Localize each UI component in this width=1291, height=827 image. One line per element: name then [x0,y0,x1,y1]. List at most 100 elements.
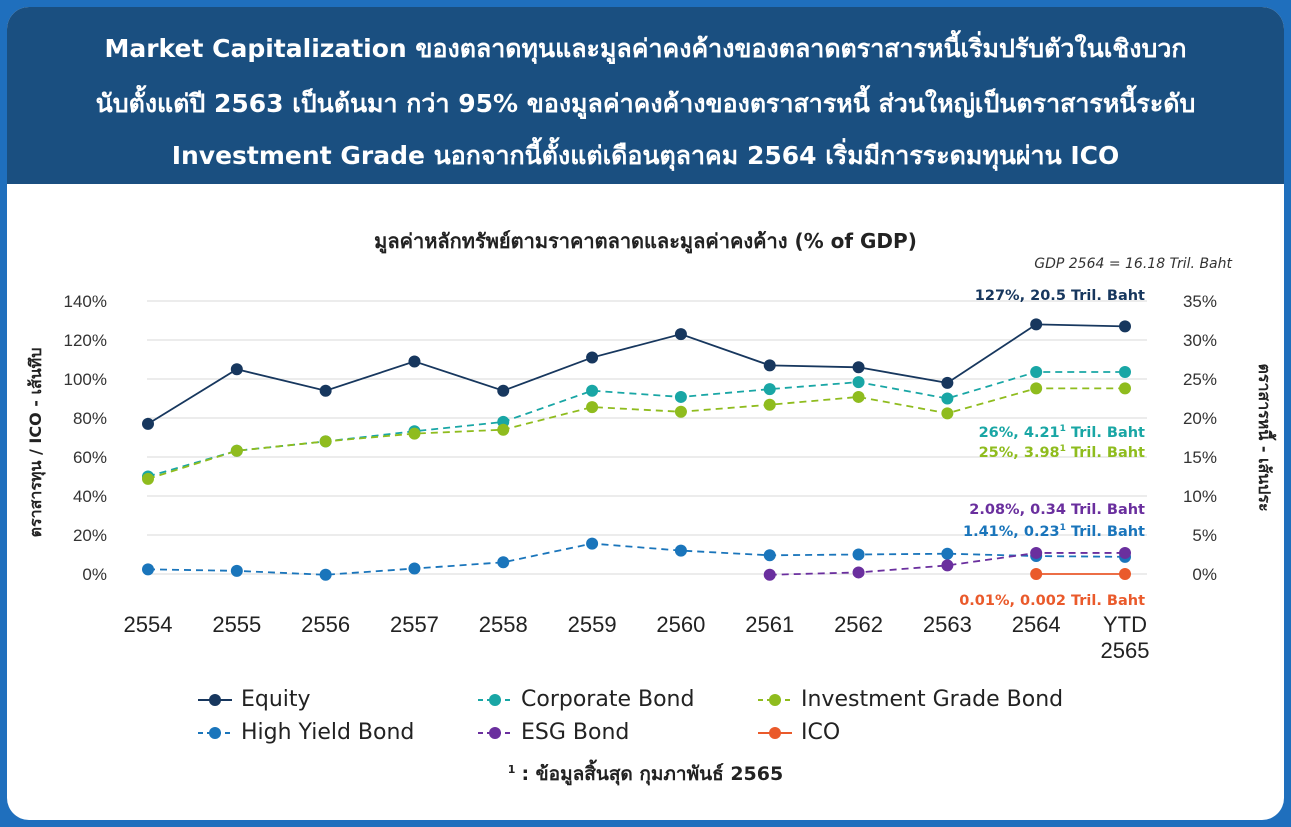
x-tick-label: 2556 [301,612,350,637]
annotation-label: 1.41%, 0.231 Tril. Baht [963,523,1145,540]
legend-item-investment-grade-bond: Investment Grade Bond [757,687,1063,712]
legend-item-corporate-bond: Corporate Bond [477,687,694,712]
legend-label: Investment Grade Bond [801,687,1064,712]
legend-label: ESG Bond [521,720,630,745]
data-point-investment-grade-bond [941,407,954,420]
left-tick-label: 40% [73,487,107,506]
left-tick-label: 80% [73,409,107,428]
data-point-investment-grade-bond [674,405,687,418]
left-tick-label: 20% [73,526,107,545]
legend-item-esg-bond: ESG Bond [477,720,629,745]
chart-card: Market Capitalization ของตลาดทุนและมูลค่… [7,7,1284,820]
data-point-corporate-bond [586,384,599,397]
data-point-equity [941,376,954,389]
right-tick-label: 20% [1183,409,1217,428]
legend-swatch [198,693,232,706]
data-point-high-yield-bond [497,556,510,569]
legend-swatch [758,726,792,739]
legend-swatch [758,693,792,706]
data-point-equity [497,384,510,397]
legend-item-ico: ICO [757,720,840,745]
annotation-label: 127%, 20.5 Tril. Baht [975,288,1145,304]
left-tick-label: 0% [82,565,107,584]
data-point-investment-grade-bond [142,472,154,485]
data-point-equity [408,355,421,368]
legend-item-high-yield-bond: High Yield Bond [197,720,414,745]
gdp-note: GDP 2564 = 16.18 Tril. Baht [1034,256,1232,272]
x-tick-label: 2559 [568,612,617,637]
annotation-label: 25%, 3.981 Tril. Baht [979,444,1145,461]
data-point-corporate-bond [941,392,954,405]
data-point-ico [1030,567,1043,580]
data-point-high-yield-bond [408,562,421,575]
right-tick-label: 5% [1192,526,1217,545]
data-point-high-yield-bond [763,549,776,562]
annotation-label: 26%, 4.211 Tril. Baht [979,424,1145,441]
x-tick-label: 2555 [212,612,261,637]
data-point-high-yield-bond [230,564,243,577]
right-tick-label: 0% [1192,565,1217,584]
legend-swatch [478,726,512,739]
data-point-investment-grade-bond [319,435,332,448]
data-point-equity [230,363,243,376]
data-point-esg-bond [1119,546,1131,559]
data-point-esg-bond [763,568,776,581]
headline-line-3: Investment Grade นอกจากนี้ตั้งแต่เดือนตุ… [171,141,1120,170]
x-tick-label: YTD [1103,612,1147,637]
line-chart: 140% 120% 100% 80% 60% 40% 20% 0% 35% 30% 25% 20% 15… [26,288,1277,663]
legend-label: High Yield Bond [241,720,415,745]
left-axis-label: ตราสารทุน / ICO - เส้นทึบ [26,348,46,538]
x-tick-label: 2557 [390,612,439,637]
data-point-investment-grade-bond [230,444,243,457]
right-tick-label: 10% [1183,487,1217,506]
right-tick-label: 30% [1183,331,1217,350]
chart-title: มูลค่าหลักทรัพย์ตามราคาตลาดและมูลค่าคงค้… [374,229,917,253]
left-tick-label: 100% [64,370,107,389]
footnote: 1: ข้อมูลสิ้นสุด กุมภาพันธ์ 2565 [7,759,1284,789]
data-point-corporate-bond [852,376,865,389]
data-point-equity [1030,318,1043,331]
data-point-equity [319,384,332,397]
legend-label: ICO [801,720,841,745]
data-point-high-yield-bond [319,568,332,581]
data-point-corporate-bond [1119,365,1131,378]
data-point-esg-bond [1030,546,1043,559]
data-point-corporate-bond [1030,365,1043,378]
data-point-investment-grade-bond [1119,382,1131,395]
data-point-investment-grade-bond [497,423,510,436]
right-axis-label: ตราสารหนี้ - เส้นประ [1255,363,1277,511]
data-point-investment-grade-bond [1030,382,1043,395]
data-point-corporate-bond [674,390,687,403]
right-tick-label: 15% [1183,448,1217,467]
annotation-label: 2.08%, 0.34 Tril. Baht [969,502,1145,518]
headline-banner: Market Capitalization ของตลาดทุนและมูลค่… [7,7,1284,184]
data-point-ico [1119,567,1131,580]
data-point-investment-grade-bond [586,401,599,414]
legend-swatch [198,726,232,739]
data-point-equity [142,417,154,430]
x-tick-label: 2564 [1012,612,1061,637]
data-point-equity [1119,320,1131,333]
data-point-high-yield-bond [586,537,599,550]
left-tick-label: 140% [64,292,107,311]
data-point-corporate-bond [763,383,776,396]
left-tick-label: 120% [64,331,107,350]
data-point-investment-grade-bond [852,390,865,403]
footnote-mark: 1 [507,762,516,776]
legend-swatch [478,693,512,706]
data-point-high-yield-bond [852,548,865,561]
x-tick-label: 2560 [656,612,705,637]
x-tick-label: 2565 [1101,638,1150,663]
data-point-high-yield-bond [142,563,154,576]
x-tick-label: 2558 [479,612,528,637]
headline-line-2: นับตั้งแต่ปี 2563 เป็นต้นมา กว่า 95% ของ… [95,89,1196,118]
legend-label: Corporate Bond [521,687,695,712]
data-point-esg-bond [941,559,954,572]
series-line-equity [147,323,1126,425]
legend-item-equity: Equity [197,687,311,712]
data-point-equity [763,359,776,372]
x-tick-label: 2563 [923,612,972,637]
data-point-esg-bond [852,566,865,579]
legend-label: Equity [241,687,311,712]
series-line-investment-grade-bond [147,387,1125,480]
